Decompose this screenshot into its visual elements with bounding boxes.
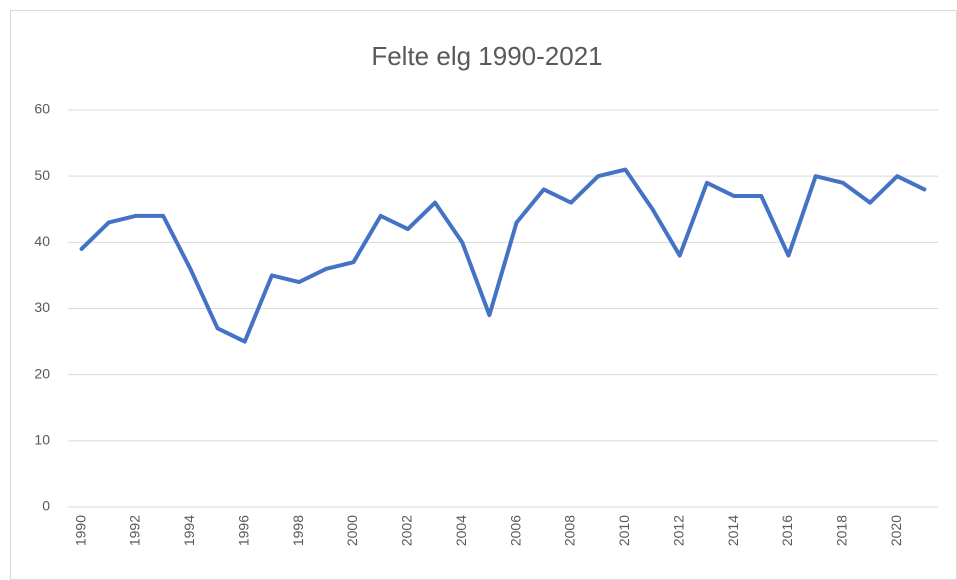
x-tick-label: 1990 <box>72 515 88 546</box>
x-tick-label: 2002 <box>399 515 415 546</box>
x-tick-label: 1996 <box>235 515 251 546</box>
y-tick-label: 10 <box>34 432 50 448</box>
y-tick-label: 40 <box>34 233 50 249</box>
x-tick-label: 2006 <box>507 515 523 546</box>
x-tick-label: 2004 <box>453 515 469 546</box>
x-tick-label: 1998 <box>290 515 306 546</box>
x-tick-label: 1994 <box>181 515 197 546</box>
x-tick-label: 2000 <box>344 515 360 546</box>
y-tick-label: 0 <box>42 498 50 514</box>
line-series <box>79 167 927 344</box>
x-tick-label: 2014 <box>725 515 741 546</box>
x-tick-label: 2012 <box>670 515 686 546</box>
y-tick-label: 50 <box>34 167 50 183</box>
x-tick-label: 1992 <box>127 515 143 546</box>
y-tick-label: 30 <box>34 299 50 315</box>
x-tick-label: 2016 <box>779 515 795 546</box>
chart-title: Felte elg 1990-2021 <box>371 41 602 71</box>
x-tick-label: 2008 <box>562 515 578 546</box>
x-tick-label: 2018 <box>834 515 850 546</box>
y-tick-label: 60 <box>34 101 50 117</box>
x-tick-label: 2010 <box>616 515 632 546</box>
y-tick-label: 20 <box>34 365 50 381</box>
x-tick-label: 2020 <box>888 515 904 546</box>
